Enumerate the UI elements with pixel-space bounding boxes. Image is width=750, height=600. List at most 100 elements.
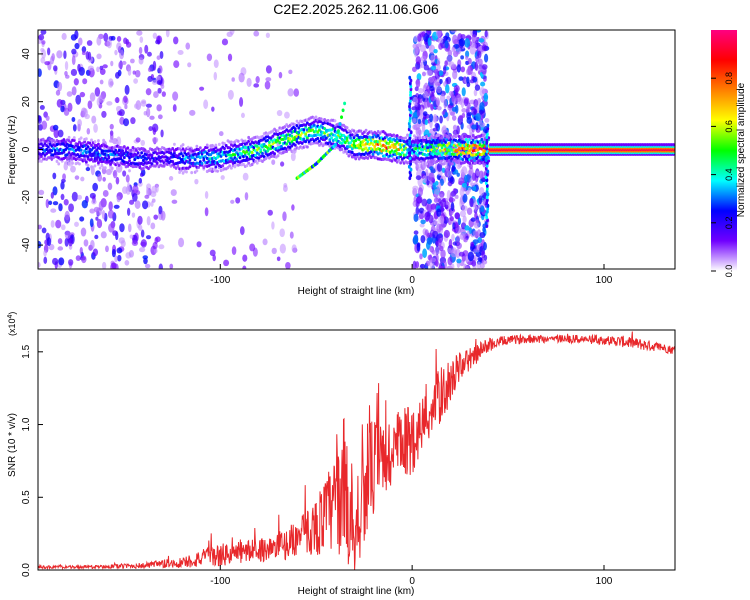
ridge-cell (245, 141, 249, 145)
spike-cell (409, 161, 412, 166)
noise-cell (439, 115, 443, 124)
ridge-cell (86, 145, 90, 149)
noise-cell (105, 245, 109, 253)
noise-cell (40, 30, 47, 35)
noise-cell (262, 238, 268, 246)
x-tick-label: 0 (409, 275, 415, 286)
noise-cell (242, 172, 249, 181)
ridge-cell (297, 130, 301, 134)
ridge-cell (366, 140, 370, 144)
ridge-cell (482, 157, 485, 161)
ridge-cell (433, 141, 437, 145)
noise-cell (450, 30, 457, 33)
noise-cell (142, 255, 149, 260)
y-tick-label: 40 (21, 48, 32, 60)
noise-cell (70, 165, 76, 173)
ridge-cell (84, 147, 88, 151)
ridge-cell (233, 153, 237, 157)
ridge-cell (302, 130, 306, 134)
noise-cell (467, 57, 472, 65)
noise-cell (100, 231, 107, 239)
noise-cell (96, 66, 100, 73)
ridge-cell (297, 126, 301, 130)
ridge-cell (233, 160, 237, 165)
ridge-cell (242, 162, 245, 166)
noise-cell (110, 131, 114, 142)
noise-cell (160, 129, 164, 138)
noise-cell (246, 77, 252, 88)
ridge-cell (394, 145, 397, 149)
ridge-cell (119, 165, 123, 170)
ridge-cell (150, 153, 154, 157)
ridge-cell (470, 136, 473, 141)
ridge-cell (195, 144, 199, 149)
ridge-cell (193, 157, 197, 162)
snr-multiplier-label: (x104) (7, 312, 17, 336)
noise-cell (278, 71, 283, 79)
noise-cell (50, 220, 55, 228)
ridge-cell (67, 151, 71, 155)
noise-cell (41, 120, 48, 130)
noise-cell (74, 221, 79, 227)
noise-cell (451, 165, 456, 172)
noise-cell (439, 93, 446, 103)
ridge-cell (46, 145, 50, 149)
noise-cell (157, 114, 163, 120)
spectrogram-ticks: -100 0 100 -40 -20 0 20 40 (21, 48, 613, 286)
ridge-cell (419, 142, 423, 146)
noise-cell (79, 91, 86, 98)
ridge-cell (305, 136, 309, 140)
ridge-cell (216, 169, 219, 173)
noise-cell (291, 204, 295, 211)
noise-cell (436, 162, 443, 172)
noise-cell (109, 123, 114, 130)
ridge-cell (300, 141, 304, 145)
noise-cell (124, 260, 130, 266)
noise-cell (428, 77, 434, 83)
ridge-cell (305, 145, 309, 149)
noise-cell (437, 37, 444, 44)
noise-cell (60, 105, 65, 113)
ridge-cell (97, 142, 100, 146)
noise-cell (122, 170, 127, 177)
noise-cell (271, 159, 276, 165)
ridge-cell (285, 142, 289, 146)
noise-cell (464, 38, 471, 48)
noise-cell (117, 110, 123, 116)
noise-cell (93, 206, 100, 213)
ridge-cell (247, 152, 251, 156)
noise-cell (89, 92, 96, 102)
noise-cell (436, 208, 442, 217)
noise-cell (60, 181, 65, 190)
noise-cell (55, 219, 62, 229)
ridge-cell (304, 140, 308, 144)
noise-cell (151, 136, 159, 144)
ridge-cell (423, 138, 427, 142)
noise-cell (211, 106, 215, 112)
noise-cell (457, 217, 461, 226)
ridge-cell (373, 145, 377, 149)
noise-cell (293, 88, 300, 97)
noise-cell (119, 49, 125, 60)
colorbar-tick-label: 0.6 (724, 120, 734, 133)
noise-cell (242, 254, 248, 262)
noise-cell (135, 137, 141, 143)
ridge-cell (283, 125, 287, 129)
noise-cell (459, 38, 466, 47)
ridge-cell (185, 170, 188, 174)
noise-cell (153, 248, 158, 254)
noise-cell (454, 221, 459, 228)
ridge-cell (131, 145, 135, 150)
spike-cell (486, 123, 490, 128)
ridge-cell (416, 133, 420, 137)
ridge-cell (79, 136, 83, 140)
x-tick-label: -100 (210, 275, 230, 286)
noise-cell (467, 251, 475, 262)
noise-cell (178, 237, 185, 248)
noise-cell (453, 124, 458, 130)
noise-cell (199, 86, 205, 91)
noise-cell (41, 227, 47, 234)
noise-cell (111, 248, 116, 258)
noise-cell (470, 241, 474, 247)
noise-cell (77, 119, 82, 127)
